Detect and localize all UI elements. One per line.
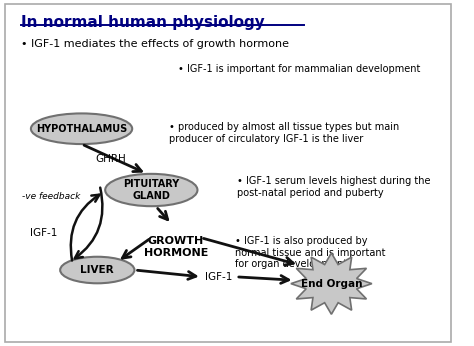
Text: -ve feedback: -ve feedback	[22, 192, 80, 201]
Text: PITUITARY
GLAND: PITUITARY GLAND	[123, 179, 180, 201]
Text: • IGF-1 is also produced by
normal tissue and is important
for organ development: • IGF-1 is also produced by normal tissu…	[235, 236, 385, 269]
Text: GHRH: GHRH	[95, 154, 126, 164]
Text: • produced by almost all tissue types but main
producer of circulatory IGF-1 is : • produced by almost all tissue types bu…	[169, 122, 400, 144]
Text: IGF-1: IGF-1	[29, 228, 57, 238]
Text: End Organ: End Organ	[301, 279, 362, 289]
Text: LIVER: LIVER	[81, 265, 114, 275]
Ellipse shape	[105, 174, 198, 206]
Text: • IGF-1 is important for mammalian development: • IGF-1 is important for mammalian devel…	[178, 64, 421, 74]
Text: In normal human physiology: In normal human physiology	[21, 15, 264, 30]
Ellipse shape	[60, 257, 135, 283]
Text: GROWTH
HORMONE: GROWTH HORMONE	[144, 236, 208, 257]
Polygon shape	[291, 253, 372, 314]
Text: HYPOTHALAMUS: HYPOTHALAMUS	[36, 124, 127, 134]
Text: • IGF-1 mediates the effects of growth hormone: • IGF-1 mediates the effects of growth h…	[21, 38, 289, 48]
Ellipse shape	[31, 113, 132, 144]
Text: • IGF-1 serum levels highest during the
post-natal period and puberty: • IGF-1 serum levels highest during the …	[237, 176, 430, 198]
Text: IGF-1: IGF-1	[205, 272, 233, 282]
